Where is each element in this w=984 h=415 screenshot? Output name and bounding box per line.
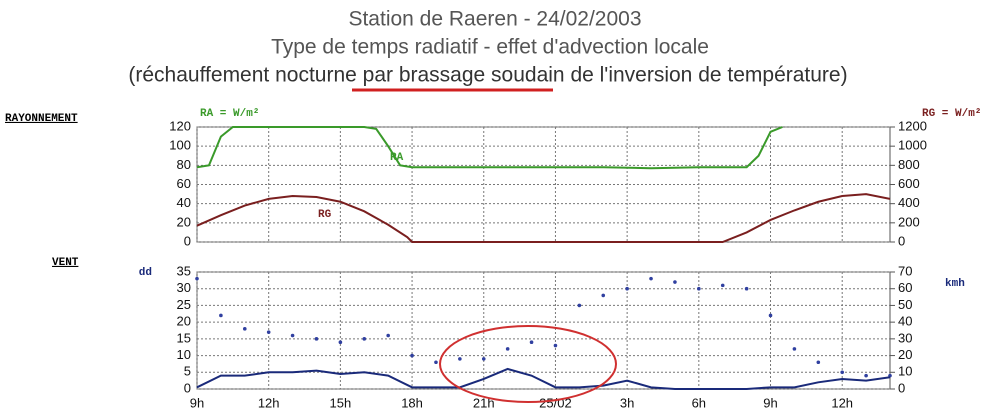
note: (réchauffement nocturne par brassage sou… (128, 64, 847, 87)
y2-tick-label: 400 (898, 195, 920, 210)
point (434, 360, 438, 365)
series-label: RA (390, 152, 404, 164)
y-tick-label: 0 (184, 380, 191, 395)
y-tick-label: 0 (184, 233, 191, 248)
y2-tick-label: 20 (898, 347, 912, 362)
point (816, 360, 821, 365)
y2-tick-label: 800 (898, 157, 920, 172)
y-axis-label: dd (139, 267, 152, 279)
point (290, 333, 295, 338)
y2-tick-label: 70 (898, 263, 912, 278)
y2-tick-label: 1000 (898, 138, 927, 153)
point (505, 347, 510, 351)
x-tick-label: 15h (330, 395, 352, 410)
series-line (196, 367, 891, 390)
point (195, 276, 199, 281)
series-line (196, 126, 783, 170)
y-tick-label: 60 (177, 176, 191, 191)
point (792, 347, 797, 351)
y2-tick-label: 10 (898, 364, 912, 379)
x-tick-label: 9h (763, 395, 777, 410)
y-axis-label: RA = W/m² (200, 108, 259, 120)
y2-tick-label: 0 (898, 233, 905, 248)
x-tick-label: 12h (831, 395, 853, 410)
point (649, 276, 653, 281)
x-tick-label: 12h (258, 395, 280, 410)
point (338, 340, 343, 345)
x-tick-label: 3h (620, 395, 634, 410)
y2-axis-label: kmh (945, 278, 965, 290)
y2-tick-label: 0 (898, 380, 905, 395)
y-tick-label: 15 (177, 330, 191, 345)
subtitle: Type de temps radiatif - effet d'advecti… (271, 36, 709, 59)
x-tick-label: 9h (190, 395, 204, 410)
y2-tick-label: 1200 (898, 118, 927, 133)
point (362, 337, 367, 341)
point (768, 313, 773, 318)
point (386, 333, 390, 338)
panel-title: RAYONNEMENT (5, 113, 78, 125)
point (458, 357, 462, 361)
y2-tick-label: 30 (898, 330, 912, 345)
y2-tick-label: 50 (898, 297, 912, 312)
point (481, 357, 486, 361)
y-tick-label: 25 (177, 297, 191, 312)
y-tick-label: 80 (177, 157, 191, 172)
point (266, 330, 271, 334)
point (529, 340, 534, 345)
y-tick-label: 5 (184, 364, 191, 379)
series-label: RG (318, 209, 332, 221)
highlight-ellipse (439, 325, 617, 403)
y2-tick-label: 600 (898, 176, 920, 191)
point (840, 370, 845, 375)
point (242, 327, 247, 331)
y-tick-label: 35 (177, 263, 191, 278)
y-tick-label: 10 (177, 347, 191, 362)
y2-tick-label: 40 (898, 314, 912, 329)
panel-title: VENT (52, 257, 79, 269)
point (553, 343, 558, 348)
point (625, 286, 629, 291)
y-tick-label: 100 (169, 138, 191, 153)
series-line (196, 193, 891, 243)
y2-tick-label: 60 (898, 280, 912, 295)
y-tick-label: 120 (169, 118, 191, 133)
point (697, 286, 701, 291)
y2-axis-label: RG = W/m² (922, 108, 981, 120)
x-tick-label: 18h (401, 395, 423, 410)
y-tick-label: 40 (177, 195, 191, 210)
point (673, 280, 677, 284)
plot-area (196, 271, 891, 390)
plots: RAYONNEMENT RA = W/m² RG = W/m² 0 20 40 60 80 10… (5, 108, 981, 411)
point (744, 286, 749, 291)
y-tick-label: 20 (177, 314, 191, 329)
point (410, 353, 414, 358)
title: Station de Raeren - 24/02/2003 (348, 8, 641, 31)
point (314, 337, 319, 341)
y2-tick-label: 200 (898, 214, 920, 229)
point (601, 293, 606, 298)
point (864, 373, 868, 378)
y-tick-label: 30 (177, 280, 191, 295)
point (720, 283, 725, 288)
point (219, 313, 223, 318)
y-tick-label: 20 (177, 214, 191, 229)
x-tick-label: 6h (692, 395, 706, 410)
point (577, 303, 582, 308)
